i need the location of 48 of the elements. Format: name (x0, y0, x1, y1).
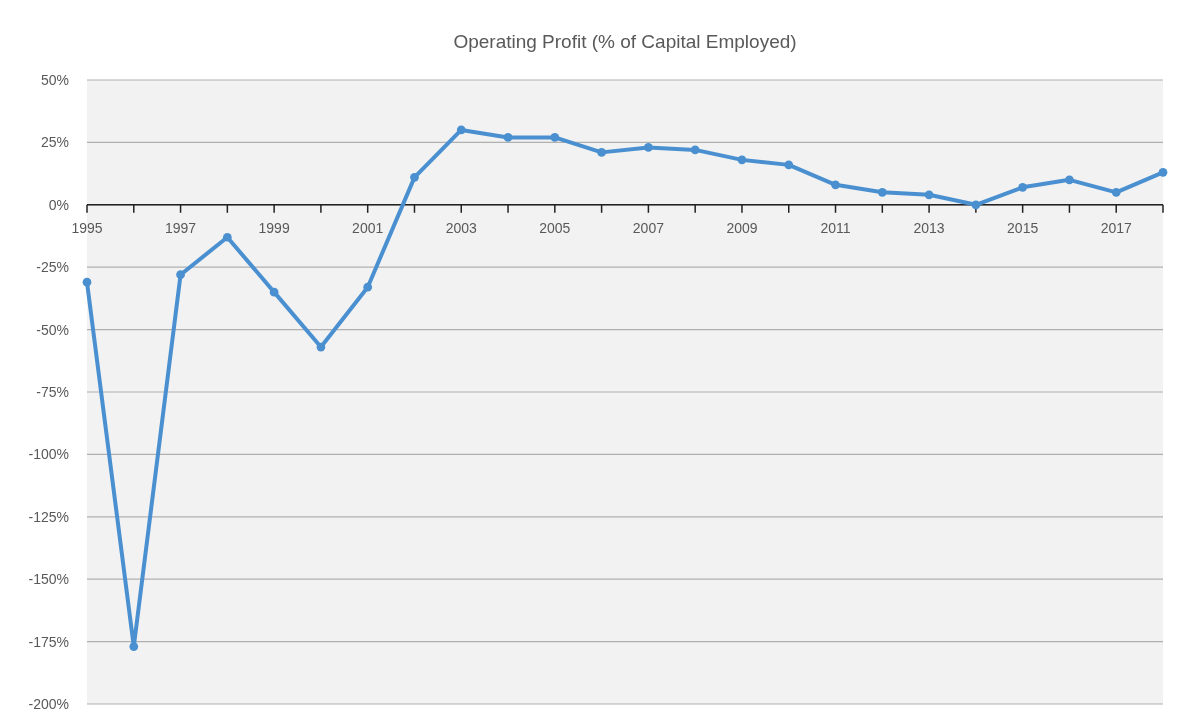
x-tick-label: 2005 (539, 219, 571, 236)
point (1018, 182, 1028, 192)
point (737, 155, 747, 165)
x-tick-label: 1997 (164, 219, 197, 236)
y-tick-label: -25% (36, 259, 69, 276)
y-tick-label: 0% (48, 196, 69, 213)
point (924, 190, 934, 200)
point (129, 642, 139, 651)
point (503, 133, 513, 142)
point (550, 133, 560, 142)
x-tick-label: 2013 (913, 219, 945, 236)
point (222, 232, 232, 242)
point (82, 277, 92, 287)
x-tick-label: 2011 (820, 219, 851, 236)
x-tick-label: 1995 (71, 219, 103, 236)
y-tick-label: -175% (28, 633, 69, 650)
y-tick-label: -50% (36, 321, 69, 338)
point (316, 342, 326, 352)
point (644, 143, 653, 152)
x-tick-label: 2009 (726, 219, 758, 236)
y-tick-label: -200% (28, 695, 69, 712)
point (831, 180, 840, 190)
point (1111, 187, 1121, 197)
point (690, 145, 700, 155)
x-tick-label: 2017 (1100, 219, 1132, 236)
point (1065, 175, 1074, 185)
x-tick-label: 2001 (352, 219, 384, 236)
point (1158, 167, 1168, 177)
point (971, 200, 981, 210)
point (410, 172, 419, 182)
point (597, 148, 606, 157)
x-tick-label: 2015 (1007, 219, 1039, 236)
y-tick-label: 50% (40, 71, 69, 88)
y-tick-label: -75% (36, 383, 69, 400)
point (363, 282, 373, 292)
y-tick-label: -125% (28, 508, 69, 525)
x-tick-label: 2003 (445, 219, 478, 236)
y-tick-label: -150% (28, 571, 69, 588)
x-tick-label: 1999 (258, 219, 290, 236)
chart-title: Operating Profit (% of Capital Employed) (453, 31, 797, 52)
point (784, 160, 794, 170)
point (176, 270, 185, 280)
point (269, 287, 279, 297)
point (456, 125, 466, 135)
x-tick-label: 2007 (632, 219, 665, 236)
point (877, 187, 887, 197)
y-tick-label: 25% (40, 134, 69, 151)
y-tick-label: -100% (28, 446, 69, 463)
